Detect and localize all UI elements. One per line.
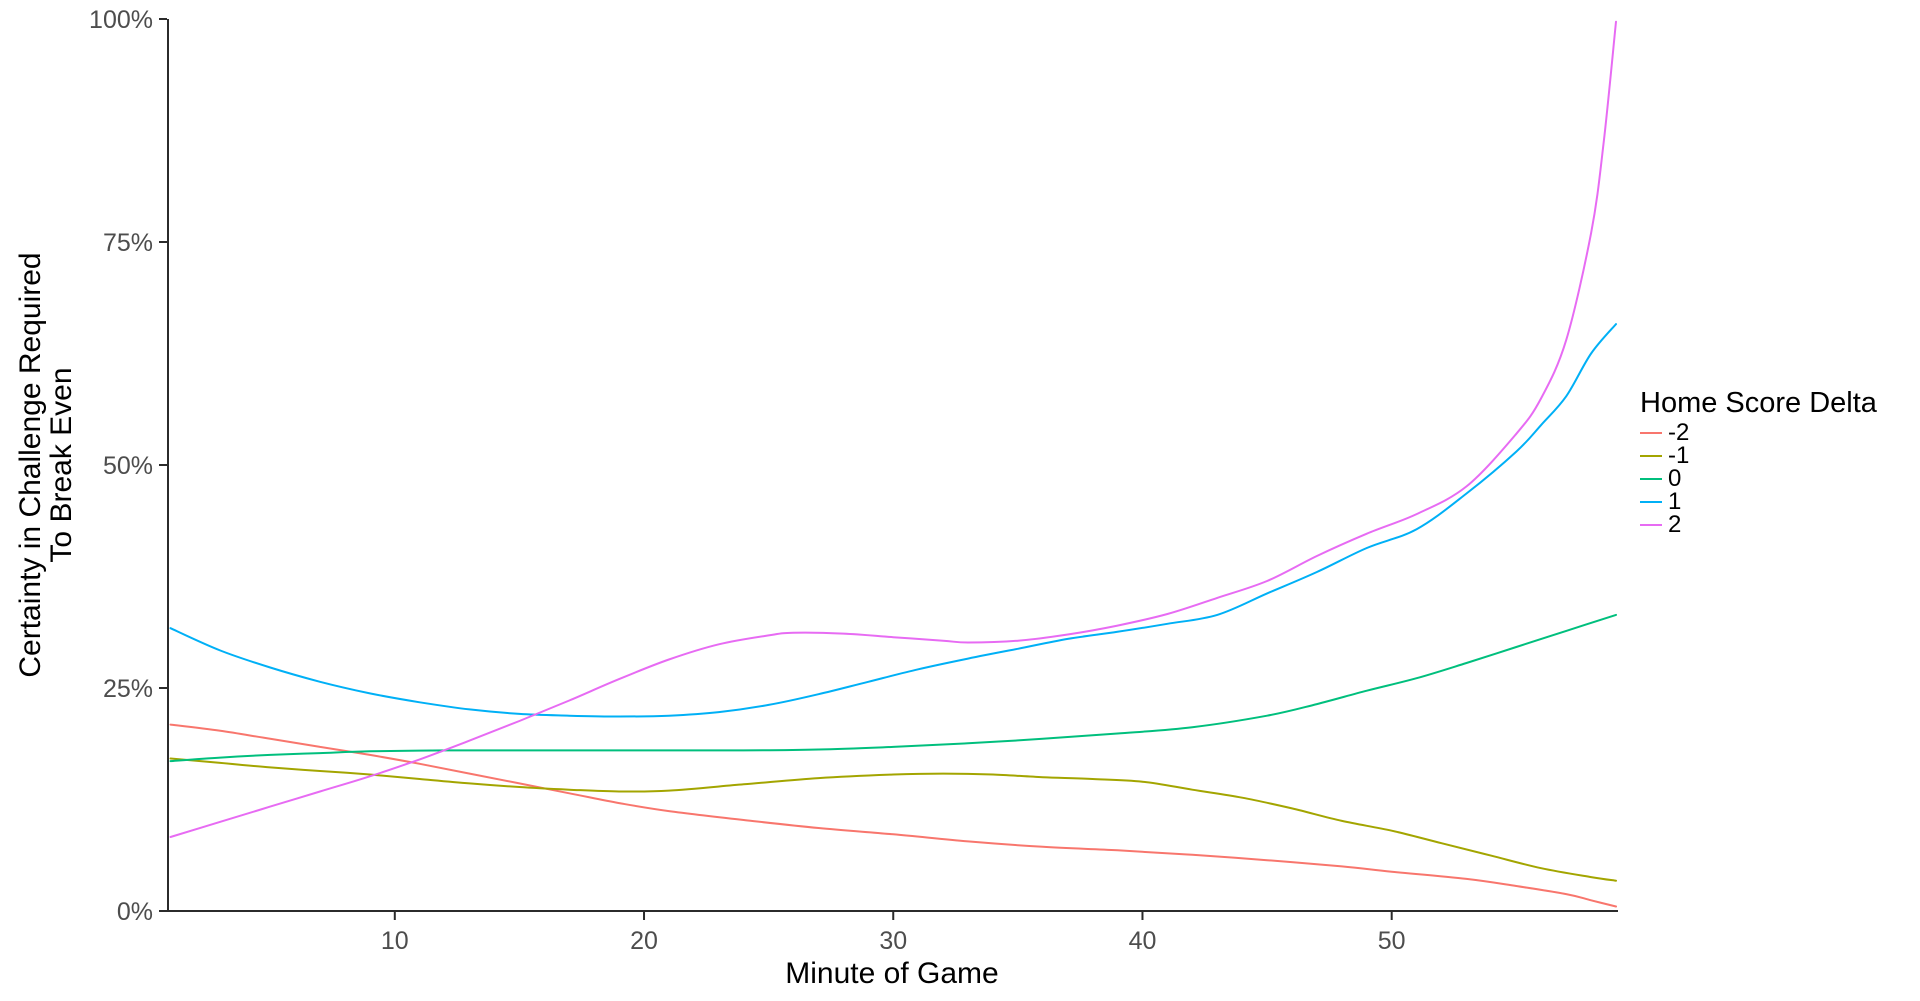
series-line-2	[169, 20, 1617, 838]
y-tick-label: 25%	[103, 675, 153, 703]
legend-label--1: -1	[1668, 442, 1690, 469]
legend-swatch-2	[1640, 523, 1662, 526]
x-tick-label: 20	[630, 927, 658, 955]
y-axis-title-line1: Certainty in Challenge Required	[14, 252, 47, 678]
legend-entry-2: 2	[1640, 511, 1920, 538]
legend-entry-0: 0	[1640, 465, 1920, 492]
legend-label-0: 0	[1668, 465, 1682, 492]
series-line-1	[169, 323, 1617, 718]
series-line--2	[169, 723, 1617, 908]
y-tick-label: 100%	[89, 6, 153, 34]
legend-label--2: -2	[1668, 419, 1690, 446]
legend-entry--2: -2	[1640, 419, 1920, 446]
legend-swatch--2	[1640, 431, 1662, 434]
legend-swatch--1	[1640, 454, 1662, 457]
legend: Home Score Delta -2 -1 0 1 2	[1640, 387, 1920, 538]
legend-entries: -2 -1 0 1 2	[1640, 419, 1920, 538]
series-line--1	[169, 757, 1617, 882]
legend-label-1: 1	[1668, 488, 1682, 515]
y-tick-label: 50%	[103, 452, 153, 480]
y-tick-label: 0%	[117, 898, 153, 926]
y-axis-title: Certainty in Challenge Required To Break…	[14, 252, 78, 678]
series-line-0	[169, 613, 1617, 763]
x-tick-label: 10	[381, 927, 409, 955]
x-tick-label: 50	[1378, 927, 1406, 955]
x-axis-title: Minute of Game	[785, 957, 999, 990]
legend-entry--1: -1	[1640, 442, 1920, 469]
y-tick-label: 75%	[103, 229, 153, 257]
y-axis-title-line2: To Break Even	[45, 367, 78, 563]
legend-swatch-1	[1640, 500, 1662, 503]
legend-swatch-0	[1640, 477, 1662, 480]
legend-label-2: 2	[1668, 511, 1682, 538]
legend-entry-1: 1	[1640, 488, 1920, 515]
x-tick-label: 30	[879, 927, 907, 955]
legend-title: Home Score Delta	[1640, 387, 1877, 419]
x-tick-label: 40	[1129, 927, 1157, 955]
